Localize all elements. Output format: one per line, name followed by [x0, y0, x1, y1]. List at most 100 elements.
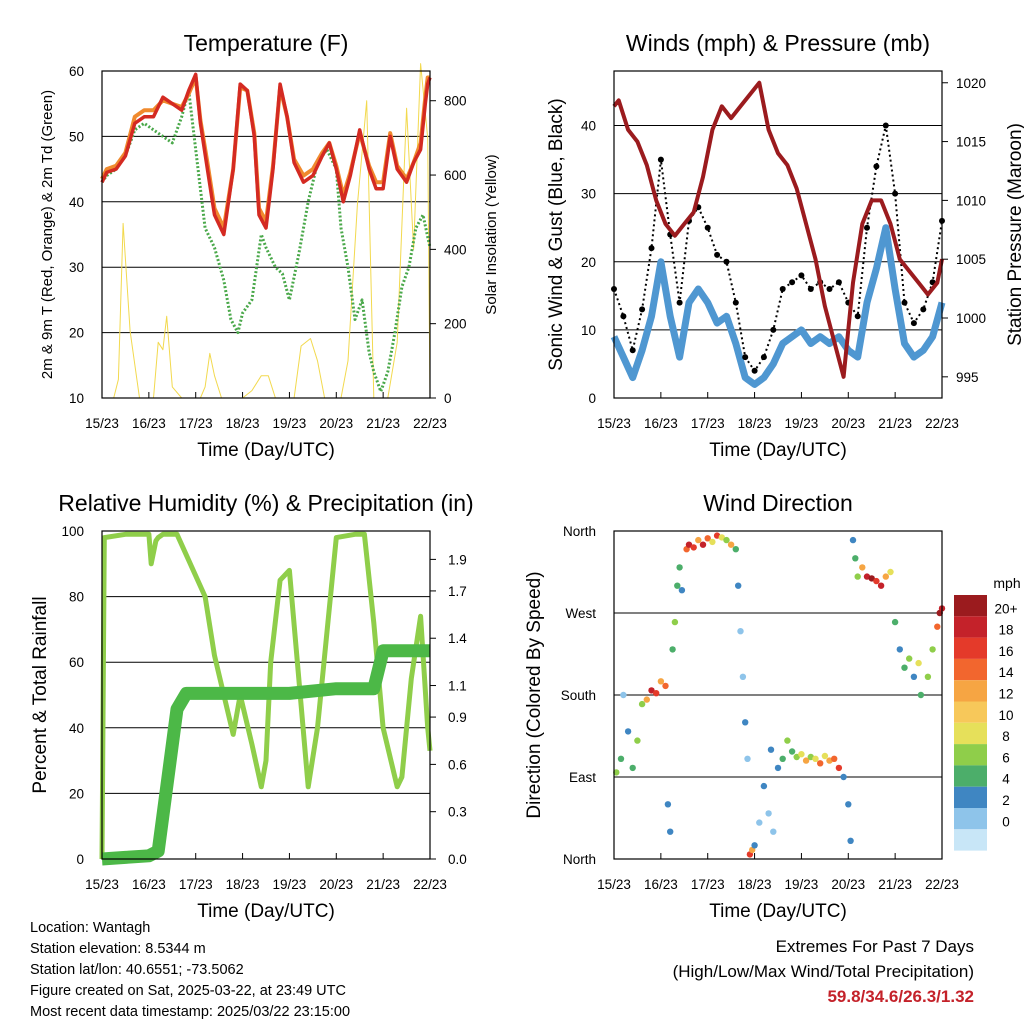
x-tick-label: 15/23	[85, 416, 119, 431]
direction-point	[917, 691, 925, 699]
x-tick-label: 18/23	[738, 416, 772, 431]
direction-point	[847, 837, 854, 844]
colorbar-label: 18	[998, 623, 1013, 638]
y-tick-label: 30	[69, 260, 84, 275]
gust-point	[648, 245, 655, 252]
plot-border	[101, 70, 431, 399]
extremes-values: 59.8/34.6/26.3/1.32	[827, 987, 974, 1006]
panel-title: Wind Direction	[703, 490, 853, 516]
direction-point	[735, 582, 742, 589]
y-tick-label: 60	[69, 64, 84, 79]
colorbar-swatch	[954, 722, 987, 745]
colorbar-swatch	[954, 637, 987, 659]
direction-point	[849, 536, 857, 544]
direction-point	[802, 757, 810, 764]
gust-point	[657, 156, 664, 163]
direction-point	[664, 801, 672, 808]
y-axis-label: Sonic Wind & Gust (Blue, Black)	[546, 98, 567, 370]
y-axis-label: 2m & 9m T (Red, Orange) & 2m Td (Green)	[39, 90, 56, 379]
direction-point	[774, 764, 782, 772]
y2-tick-label: 1010	[956, 193, 986, 208]
y-tick-label: 0	[76, 852, 84, 867]
series-solar-insolation	[102, 63, 431, 399]
station-location: Location: Wantagh	[30, 920, 151, 936]
x-tick-label: 18/23	[226, 416, 260, 431]
y2-tick-label: 1.1	[448, 679, 467, 694]
direction-point	[744, 755, 751, 762]
plot-border	[101, 530, 431, 860]
direction-point	[648, 687, 655, 694]
gust-point	[854, 313, 861, 320]
direction-point	[929, 646, 936, 653]
y-tick-label: 20	[69, 326, 84, 341]
direction-point	[788, 748, 796, 755]
x-tick-label: 16/23	[132, 877, 166, 892]
direction-point	[868, 575, 875, 582]
colorbar-unit: mph	[993, 575, 1020, 591]
station-elevation: Station elevation: 8.5344 m	[30, 941, 206, 957]
gust-point	[920, 306, 927, 313]
colorbar-label: 6	[1002, 750, 1010, 765]
y2-tick-label: 0.6	[448, 757, 467, 772]
panel-title: Winds (mph) & Pressure (mb)	[626, 30, 930, 56]
x-tick-label: 15/23	[85, 877, 119, 892]
direction-point	[765, 810, 772, 817]
direction-point	[877, 582, 885, 589]
direction-point	[662, 682, 669, 690]
direction-point	[723, 536, 730, 544]
colorbar-swatch	[954, 701, 987, 723]
series-temp-2m	[100, 72, 432, 237]
y2-tick-label: 0	[444, 391, 452, 406]
x-tick-label: 18/23	[226, 877, 260, 892]
x-tick-label: 15/23	[597, 877, 631, 892]
direction-point	[896, 646, 903, 653]
y-tick-label: North	[563, 524, 596, 539]
colorbar-label: 2	[1002, 793, 1010, 808]
y2-tick-label: 0.9	[448, 710, 467, 725]
direction-point	[901, 664, 908, 671]
colorbar-swatch	[954, 829, 987, 851]
colorbar-swatch	[954, 786, 987, 808]
direction-point	[620, 691, 627, 699]
x-tick-label: 20/23	[319, 416, 353, 431]
x-tick-label: 19/23	[785, 877, 819, 892]
y-axis-label: Direction (Colored By Speed)	[524, 571, 545, 818]
y-tick-label: North	[563, 852, 596, 867]
direction-point	[629, 764, 636, 772]
direction-point	[737, 628, 744, 635]
x-tick-label: 22/23	[413, 877, 447, 892]
x-tick-label: 19/23	[273, 877, 307, 892]
y2-tick-label: 1005	[956, 252, 986, 267]
x-tick-label: 16/23	[644, 877, 678, 892]
series-sonic-wind	[610, 224, 946, 388]
series-total-precipitation	[101, 644, 430, 866]
colorbar-swatch	[954, 808, 987, 830]
direction-point	[840, 773, 847, 781]
direction-point	[699, 541, 707, 548]
direction-point	[779, 755, 786, 762]
y2-tick-label: 0.0	[448, 852, 467, 867]
y-tick-label: 10	[69, 391, 84, 406]
colorbar-swatch	[954, 658, 987, 681]
colorbar-label: 4	[1002, 772, 1010, 787]
direction-point	[613, 769, 620, 776]
direction-point	[671, 618, 679, 626]
direction-point	[821, 752, 829, 760]
y-tick-label: 20	[69, 786, 84, 801]
direction-point	[690, 544, 697, 551]
x-tick-label: 20/23	[831, 416, 865, 431]
colorbar-swatch	[954, 744, 987, 766]
direction-point	[643, 696, 650, 703]
x-tick-label: 22/23	[925, 416, 959, 431]
y2-tick-label: 0.3	[448, 805, 467, 820]
x-axis-label: Time (Day/UTC)	[197, 440, 335, 461]
direction-point	[667, 828, 674, 835]
y-axis-label: Percent & Total Rainfall	[30, 596, 51, 793]
x-axis-label: Time (Day/UTC)	[197, 901, 335, 922]
y2-tick-label: 1015	[956, 135, 986, 150]
panel-2: Winds (mph) & Pressure (mb) 15/23 16/23 17/…	[546, 30, 1024, 461]
x-tick-label: 19/23	[273, 416, 307, 431]
direction-point	[934, 623, 941, 630]
y2-tick-label: 800	[444, 94, 467, 109]
